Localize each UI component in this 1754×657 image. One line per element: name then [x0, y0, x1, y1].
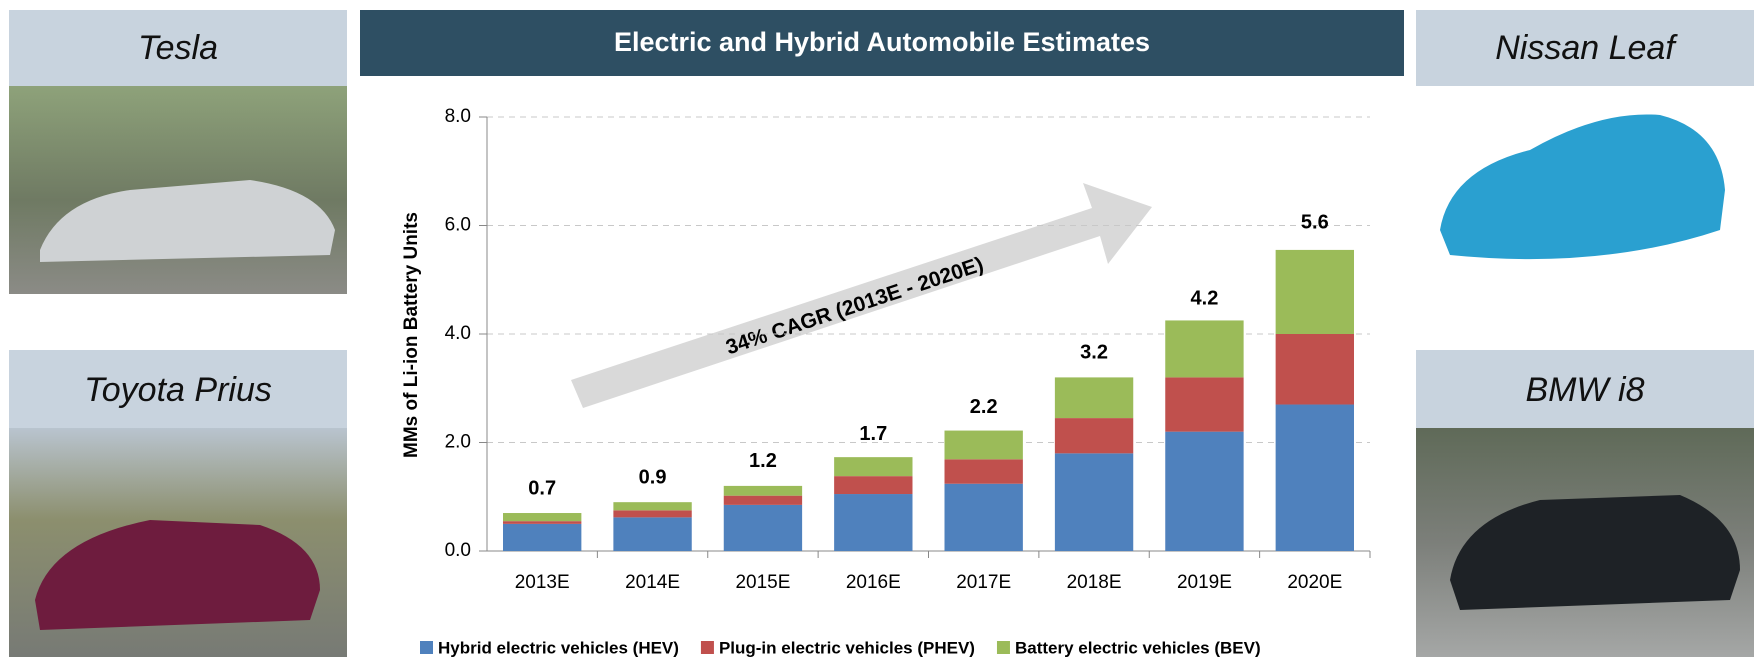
- panel-title: Tesla: [138, 29, 218, 67]
- bar-segment: [1276, 405, 1354, 551]
- bar-segment: [1055, 377, 1133, 418]
- bar-segment: [724, 505, 802, 551]
- bar-segment: [945, 459, 1023, 483]
- panel-title: BMW i8: [1526, 371, 1645, 409]
- bar-segment: [503, 521, 581, 524]
- x-tick-label: 2020E: [1287, 572, 1342, 593]
- x-tick-label: 2013E: [515, 572, 570, 593]
- x-tick-label: 2019E: [1177, 572, 1232, 593]
- bar-segment: [724, 496, 802, 505]
- x-tick-label: 2018E: [1067, 572, 1122, 593]
- y-tick-label: 0.0: [445, 540, 471, 561]
- bar-segment: [1165, 432, 1243, 551]
- bar-segment: [503, 524, 581, 551]
- x-tick-label: 2016E: [846, 572, 901, 593]
- total-label: 2.2: [970, 396, 998, 418]
- y-axis-label: MMs of Li-ion Battery Units: [401, 212, 422, 458]
- bar-segment: [834, 457, 912, 476]
- bar-segment: [1276, 334, 1354, 405]
- bar-segment: [945, 431, 1023, 460]
- bar-segment: [613, 517, 691, 551]
- bar-segment: [613, 510, 691, 517]
- y-tick-label: 4.0: [445, 323, 471, 344]
- total-label: 0.7: [528, 477, 556, 499]
- total-label: 5.6: [1301, 211, 1329, 233]
- total-label: 1.2: [749, 450, 777, 472]
- y-tick-label: 2.0: [445, 432, 471, 453]
- total-label: 0.9: [639, 466, 667, 488]
- annotation: 34% CAGR (2013E - 2020E): [723, 253, 986, 360]
- bar-segment: [613, 502, 691, 510]
- y-tick-label: 8.0: [445, 106, 471, 127]
- bar-segment: [1165, 377, 1243, 431]
- bar-segment: [834, 476, 912, 494]
- x-tick-label: 2014E: [625, 572, 680, 593]
- bar-segment: [1276, 250, 1354, 334]
- chart-title: Electric and Hybrid Automobile Estimates: [614, 27, 1150, 57]
- panel-title: Toyota Prius: [84, 371, 272, 409]
- x-tick-label: 2017E: [956, 572, 1011, 593]
- y-tick-label: 6.0: [445, 215, 471, 236]
- bar-segment: [1055, 453, 1133, 551]
- total-label: 4.2: [1191, 287, 1219, 309]
- car: [1440, 114, 1725, 259]
- legend-swatch: [997, 641, 1010, 654]
- bar-segment: [834, 494, 912, 551]
- page: Tesla Toyota Prius Nissan Leaf BMW i8 El…: [0, 0, 1754, 657]
- legend-swatch: [701, 641, 714, 654]
- bar-segment: [503, 513, 581, 521]
- legend-label: Hybrid electric vehicles (HEV): [438, 638, 679, 657]
- legend-label: Battery electric vehicles (BEV): [1015, 638, 1261, 657]
- bar-segment: [1055, 418, 1133, 453]
- panel-title: Nissan Leaf: [1495, 29, 1678, 67]
- bar-segment: [945, 484, 1023, 551]
- x-tick-label: 2015E: [735, 572, 790, 593]
- legend-swatch: [420, 641, 433, 654]
- bar-segment: [724, 486, 802, 496]
- total-label: 1.7: [859, 423, 887, 445]
- total-label: 3.2: [1080, 342, 1108, 364]
- bar-segment: [1165, 320, 1243, 377]
- legend-label: Plug-in electric vehicles (PHEV): [719, 638, 975, 657]
